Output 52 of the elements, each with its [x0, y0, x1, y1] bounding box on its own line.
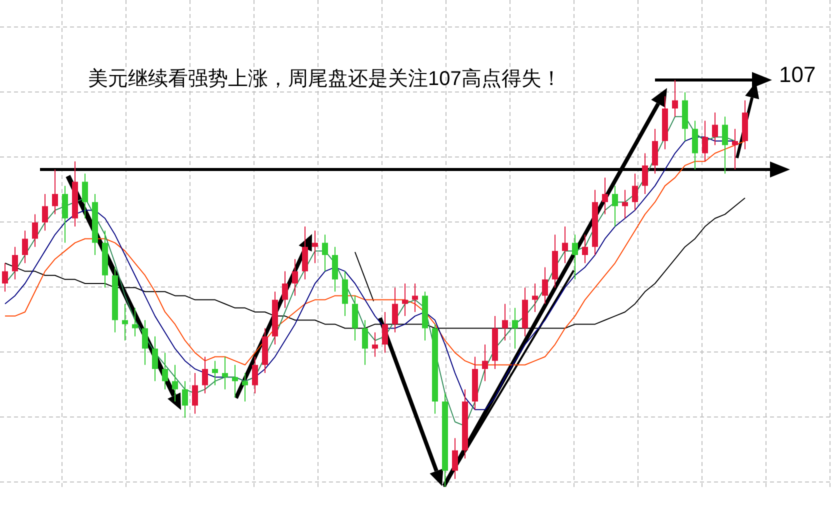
- text: 107: [779, 62, 816, 87]
- candlestick: [572, 234, 578, 280]
- candlestick: [52, 169, 58, 215]
- candlestick: [612, 185, 618, 228]
- candlestick: [562, 226, 568, 264]
- candlestick: [392, 287, 398, 333]
- candlestick: [212, 360, 218, 386]
- candlestick: [162, 352, 168, 390]
- candlestick: [122, 303, 128, 341]
- candlestick: [502, 303, 508, 341]
- candlestick: [512, 307, 518, 350]
- candlestick: [172, 364, 178, 402]
- candlestick: [132, 307, 138, 337]
- candlestick: [322, 234, 328, 272]
- candlestick: [362, 320, 368, 366]
- candlestick: [22, 230, 28, 264]
- candlestick: [232, 364, 238, 398]
- candlestick: [722, 116, 728, 174]
- candlestick: [712, 112, 718, 146]
- candlestick: [632, 173, 638, 211]
- candlestick: [382, 311, 388, 354]
- candlestick: [312, 230, 318, 264]
- candlestick: [222, 356, 228, 390]
- candlestick: [532, 283, 538, 312]
- candlestick: [732, 128, 738, 170]
- candlestick: [82, 173, 88, 219]
- candlestick: [292, 258, 298, 296]
- candlestick: [32, 214, 38, 248]
- candlestick: [42, 193, 48, 232]
- candlestick: [282, 270, 288, 308]
- candlestick: [602, 177, 608, 215]
- candlestick: [252, 356, 258, 394]
- candlestick: [452, 438, 458, 480]
- candlestick: [642, 152, 648, 194]
- chart-title: 美元继续看强势上涨，周尾盘还是关注107高点得失！: [88, 67, 562, 90]
- candlestick: [482, 344, 488, 382]
- candlestick: [242, 372, 248, 402]
- candlestick: [182, 380, 188, 418]
- candlestick: [672, 80, 678, 118]
- candlestick: [202, 356, 208, 394]
- candlestick: [702, 120, 708, 162]
- candlestick: [582, 234, 588, 264]
- candlestick: [622, 189, 628, 219]
- candlestick: [192, 372, 198, 414]
- candlestick: [2, 262, 8, 292]
- candlestick: [372, 332, 378, 358]
- candlestick: [402, 283, 408, 317]
- candlestick: [12, 246, 18, 280]
- candlestick: [412, 283, 418, 312]
- candlestick: [142, 320, 148, 366]
- candlestick: [152, 336, 158, 382]
- candlestick: [542, 266, 548, 304]
